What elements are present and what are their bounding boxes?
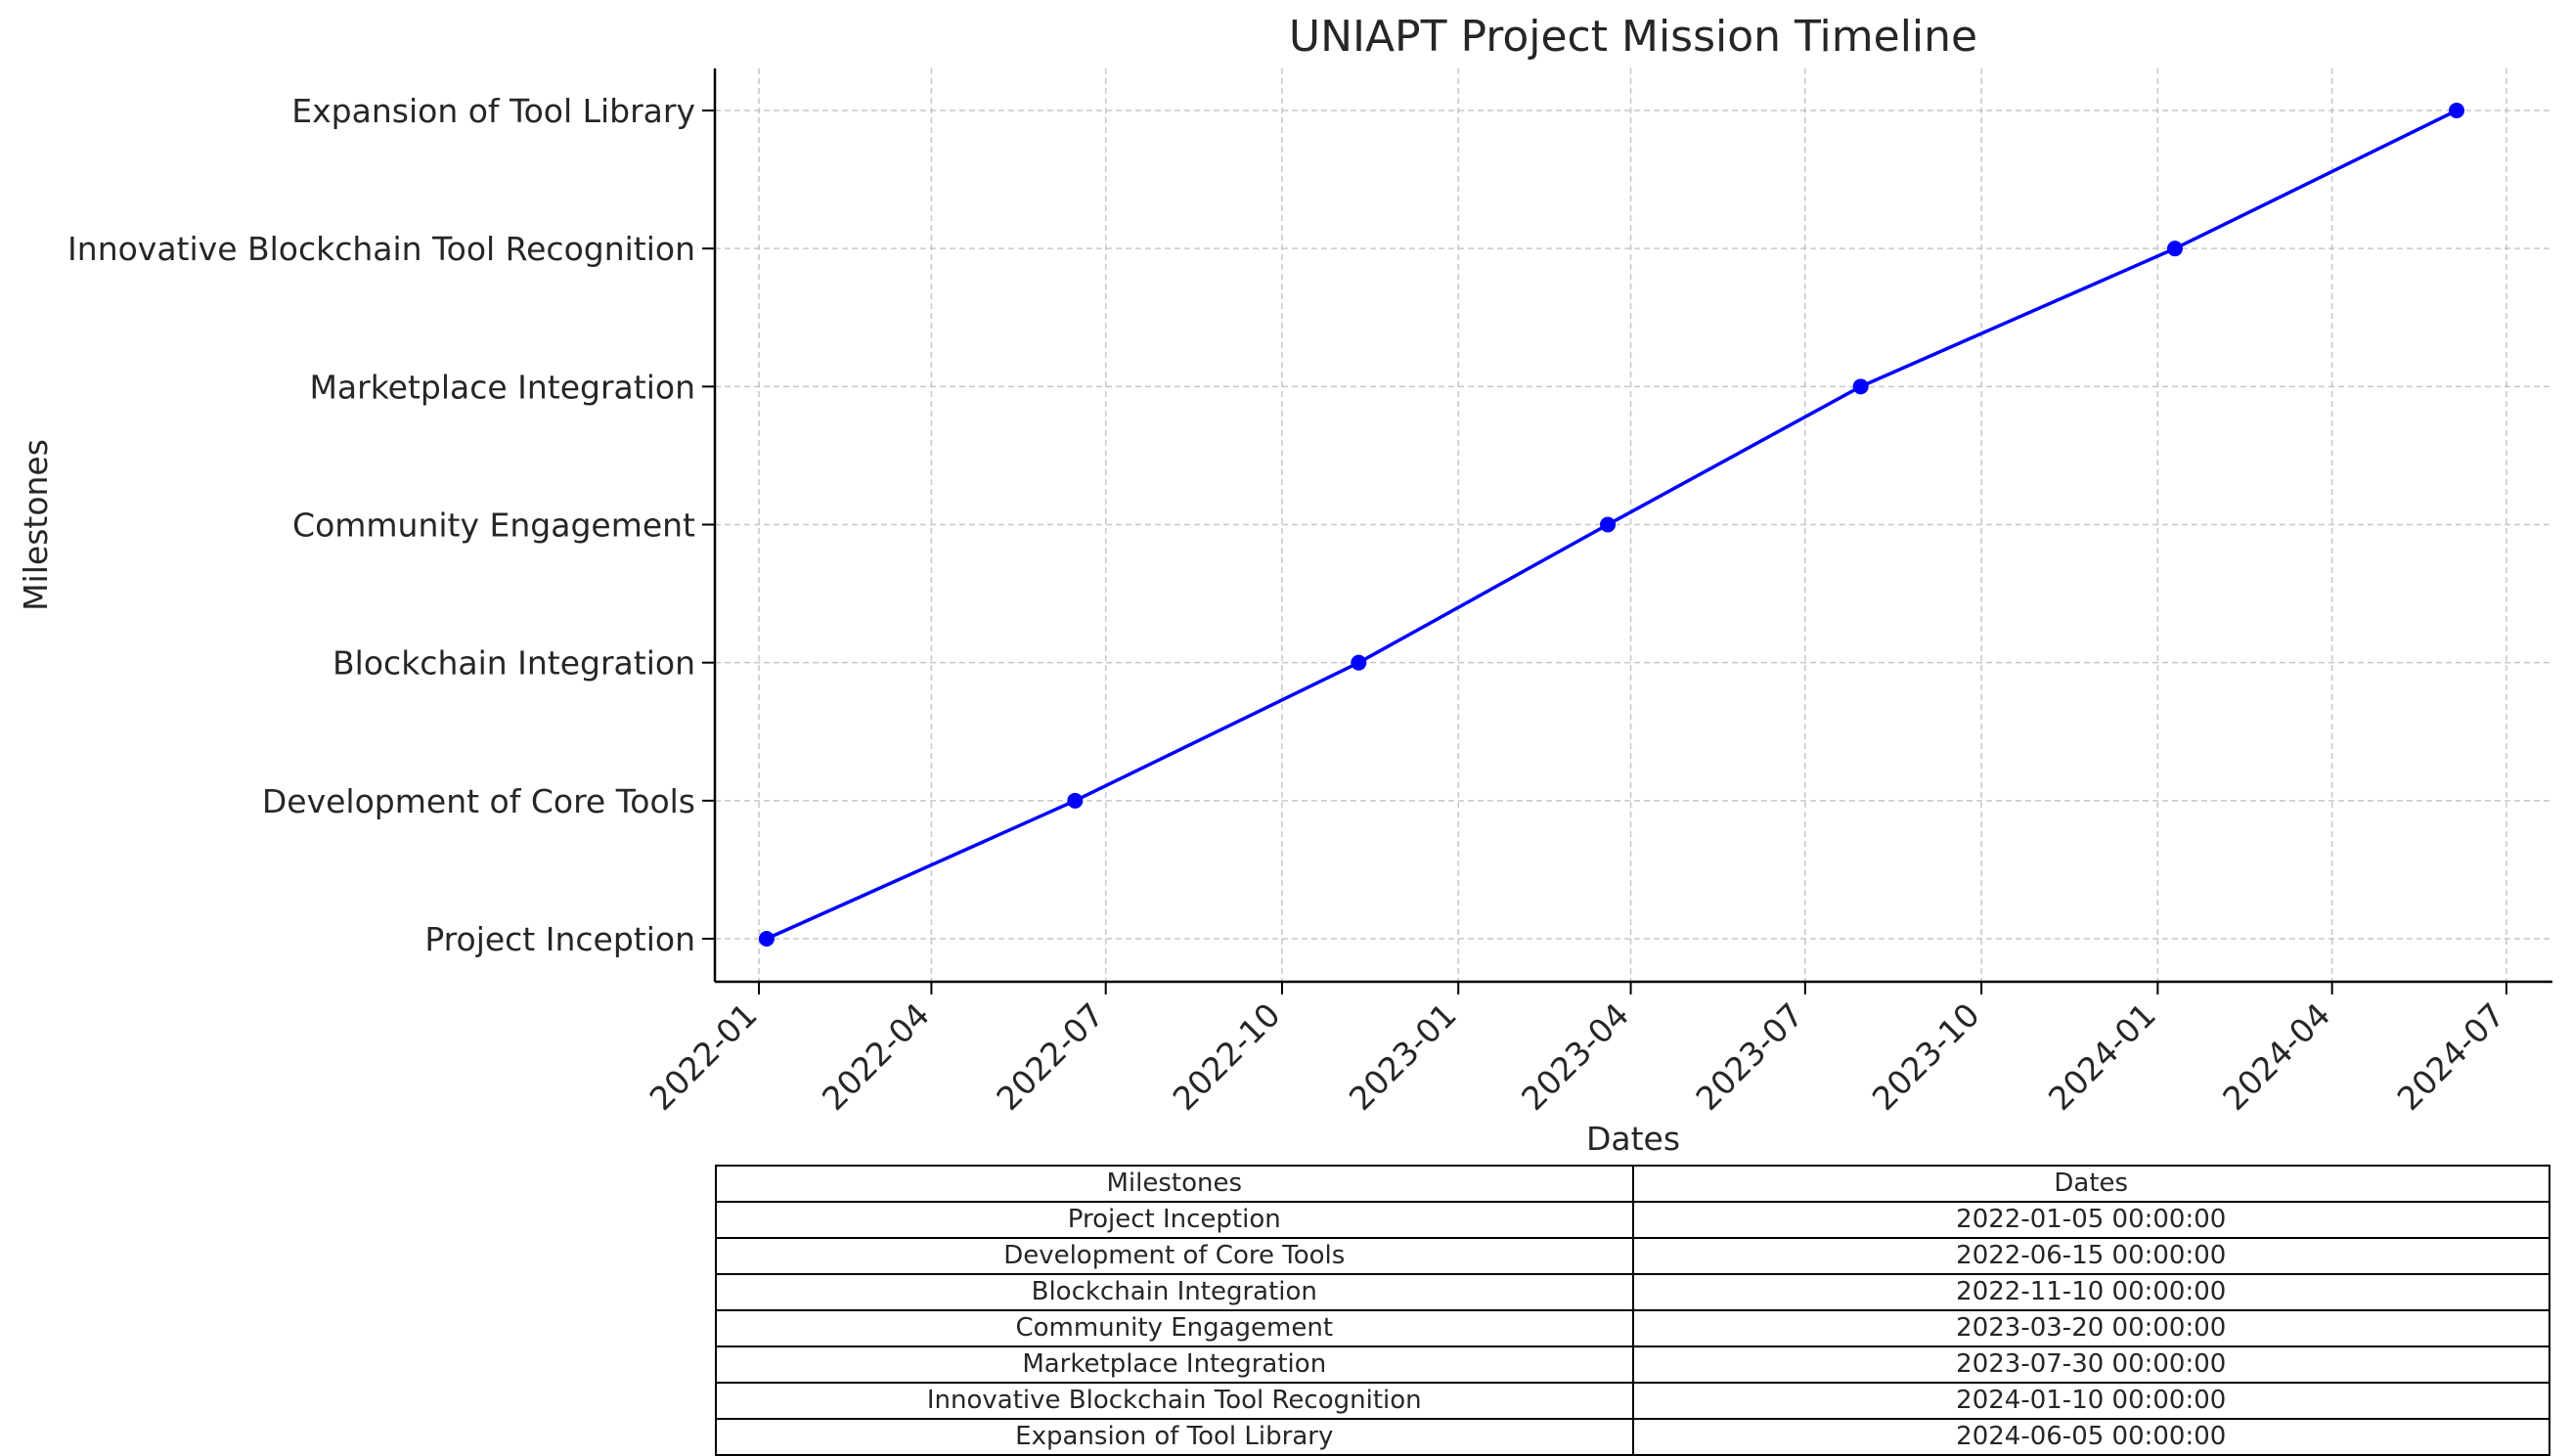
x-axis-ticks: 2022-01 2022-04 2022-07 2022-10 2023-01 2023-… — [643, 982, 2512, 1118]
data-point — [1351, 654, 1367, 671]
x-tick-label: 2023-01 — [1342, 995, 1464, 1118]
table-row: Innovative Blockchain Tool Recognition 2… — [715, 1382, 2550, 1420]
table-cell-milestone: Innovative Blockchain Tool Recognition — [715, 1382, 1634, 1420]
table-cell-milestone: Marketplace Integration — [715, 1346, 1634, 1384]
table-cell-date: 2023-07-30 00:00:00 — [1631, 1346, 2550, 1384]
milestone-series — [758, 103, 2465, 947]
milestones-table: Milestones Dates Project Inception 2022-… — [715, 1165, 2550, 1456]
x-tick-label: 2024-04 — [2215, 995, 2337, 1118]
x-tick-label: 2023-07 — [1688, 995, 1810, 1118]
table-row: Community Engagement 2023-03-20 00:00:00 — [715, 1309, 2550, 1347]
grid-lines — [715, 68, 2552, 982]
x-tick-label: 2022-07 — [989, 995, 1111, 1118]
y-tick-label: Marketplace Integration — [309, 368, 695, 406]
x-tick-label: 2022-04 — [815, 995, 937, 1118]
data-point — [1067, 792, 1084, 809]
data-point — [1600, 516, 1617, 533]
table-cell-date: 2022-06-15 00:00:00 — [1631, 1237, 2550, 1275]
table-cell-milestone: Expansion of Tool Library — [715, 1418, 1634, 1456]
y-tick-label: Development of Core Tools — [262, 782, 695, 820]
data-point — [1852, 378, 1869, 395]
table-cell-milestone: Blockchain Integration — [715, 1273, 1634, 1311]
y-axis-ticks: Project Inception Development of Core Too… — [67, 92, 715, 958]
data-point — [2167, 241, 2184, 257]
table-cell-milestone: Development of Core Tools — [715, 1237, 1634, 1275]
table-row: Development of Core Tools 2022-06-15 00:… — [715, 1237, 2550, 1275]
table-cell-date: 2024-06-05 00:00:00 — [1631, 1418, 2550, 1456]
x-tick-label: 2022-10 — [1166, 995, 1288, 1118]
data-point — [758, 931, 775, 947]
table-row: Project Inception 2022-01-05 00:00:00 — [715, 1201, 2550, 1239]
table-header-row: Milestones Dates — [715, 1165, 2550, 1203]
x-tick-label: 2023-04 — [1514, 995, 1636, 1118]
x-tick-label: 2024-01 — [2041, 995, 2163, 1118]
table-row: Expansion of Tool Library 2024-06-05 00:… — [715, 1418, 2550, 1456]
data-point — [2449, 103, 2465, 118]
table-cell-date: 2022-11-10 00:00:00 — [1631, 1273, 2550, 1311]
table-cell-milestone: Project Inception — [715, 1201, 1634, 1239]
table-cell-date: 2024-01-10 00:00:00 — [1631, 1382, 2550, 1420]
table-cell-date: 2022-01-05 00:00:00 — [1631, 1201, 2550, 1239]
y-tick-label: Expansion of Tool Library — [291, 92, 695, 130]
table-header-milestones: Milestones — [715, 1165, 1634, 1203]
table-cell-milestone: Community Engagement — [715, 1309, 1634, 1347]
y-tick-label: Community Engagement — [292, 507, 695, 545]
y-tick-label: Innovative Blockchain Tool Recognition — [67, 230, 695, 268]
table-row: Blockchain Integration 2022-11-10 00:00:… — [715, 1273, 2550, 1311]
chart-title: UNIAPT Project Mission Timeline — [1289, 12, 1977, 62]
table-cell-date: 2023-03-20 00:00:00 — [1631, 1309, 2550, 1347]
table-row: Marketplace Integration 2023-07-30 00:00… — [715, 1346, 2550, 1384]
table-header-dates: Dates — [1631, 1165, 2550, 1203]
x-tick-label: 2023-10 — [1865, 995, 1987, 1118]
x-tick-label: 2022-01 — [643, 995, 765, 1118]
x-tick-label: 2024-07 — [2390, 995, 2512, 1118]
y-tick-label: Blockchain Integration — [332, 644, 695, 683]
timeline-chart: UNIAPT Project Mission Timeline 2022-01 2… — [17, 12, 2552, 1158]
y-tick-label: Project Inception — [424, 920, 695, 958]
x-axis-label: Dates — [1586, 1120, 1680, 1158]
y-axis-label: Milestones — [17, 439, 55, 611]
